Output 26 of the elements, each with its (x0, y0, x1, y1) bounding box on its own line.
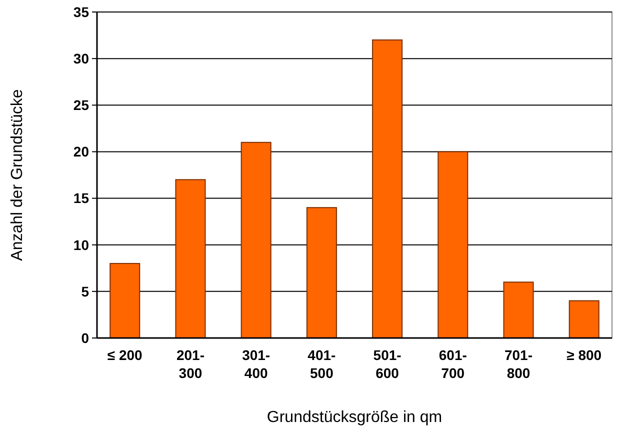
y-tick-label: 35 (73, 4, 90, 20)
x-axis-title: Grundstücksgröße in qm (266, 409, 442, 426)
bar (503, 282, 534, 338)
x-tick-label: 401-500 (308, 347, 336, 381)
y-axis-title: Anzahl der Grundstücke (9, 89, 26, 261)
bar (568, 300, 600, 338)
y-tick-label: 0 (81, 330, 90, 346)
y-tick-label: 5 (81, 283, 90, 300)
x-tick-label: 301-400 (242, 347, 270, 381)
y-tick-label: 25 (73, 97, 90, 114)
x-tick-label: 601-700 (438, 347, 468, 381)
bar (175, 179, 206, 338)
y-tick-label: 20 (73, 144, 90, 160)
bar (240, 142, 272, 338)
y-tick-label: 30 (73, 50, 90, 66)
bar (306, 207, 337, 338)
x-tick-label: 701-800 (504, 347, 533, 381)
bar (438, 151, 468, 338)
bar (110, 262, 140, 338)
y-tick-label: 10 (73, 236, 90, 253)
x-tick-label: 201-300 (176, 347, 205, 381)
x-tick-label: ≥ 800 (566, 347, 602, 363)
x-tick-label: ≤ 200 (107, 347, 143, 363)
bar (372, 39, 403, 338)
y-tick-label: 15 (73, 190, 90, 206)
x-tick-label: 501-600 (373, 347, 402, 381)
